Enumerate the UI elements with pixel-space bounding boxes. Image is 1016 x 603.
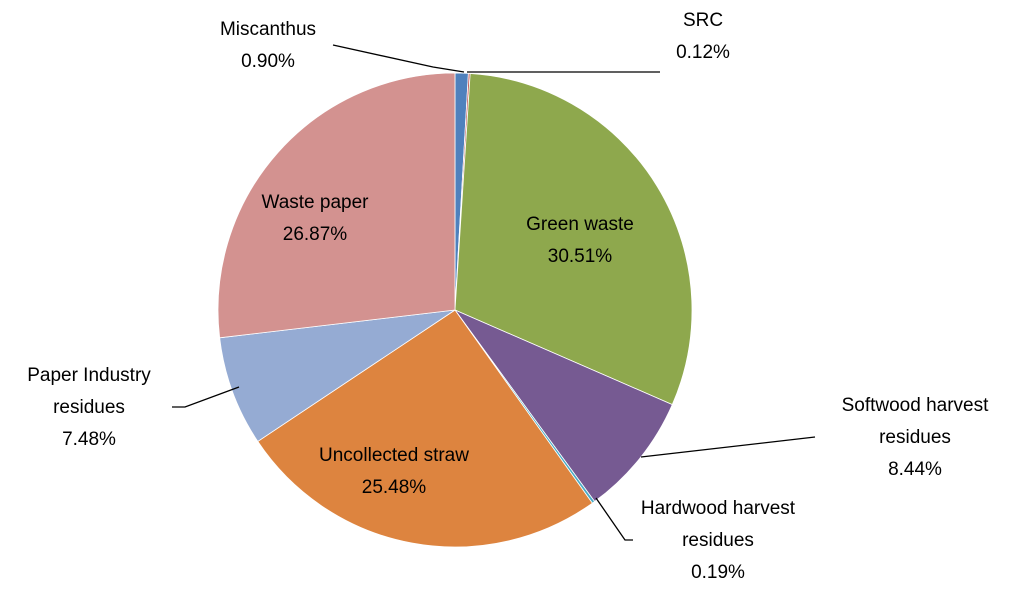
slice-name-label: Miscanthus: [220, 19, 316, 40]
slice-name-label: Green waste: [526, 214, 634, 235]
pie-slice-paper-industry-residues: [219, 309, 456, 442]
slice-name-label: Uncollected straw: [319, 445, 469, 466]
slice-value-label: 7.48%: [62, 429, 116, 450]
pie-slice-waste-paper: [217, 72, 456, 339]
slice-name-label: Paper Industry: [27, 365, 151, 386]
slice-name-label: residues: [53, 397, 125, 418]
leader-line-paper-industry-residues: [172, 386, 240, 408]
slice-value-label: 8.44%: [888, 459, 942, 480]
slice-value-label: 0.19%: [691, 562, 745, 583]
slice-value-label: 25.48%: [362, 477, 427, 498]
slice-name-label: Waste paper: [261, 192, 369, 213]
slice-labels: Miscanthus 0.90% SRC 0.12% Green waste 30.51%…: [27, 10, 989, 583]
leader-line-miscanthus: [332, 44, 465, 73]
leader-lines: [172, 44, 816, 541]
slice-name-label: Hardwood harvest: [641, 498, 796, 519]
slice-value-label: 26.87%: [283, 224, 348, 245]
slice-label-softwood-harvest-residues: Softwood harvest residues 8.44%: [842, 395, 990, 480]
slice-value-label: 0.12%: [676, 42, 730, 63]
slice-name-label: residues: [879, 427, 951, 448]
slice-label-uncollected-straw: Uncollected straw 25.48%: [319, 445, 469, 498]
slice-label-waste-paper: Waste paper 26.87%: [261, 192, 369, 245]
pie-slice-green-waste: [454, 73, 693, 406]
slice-name-label: residues: [682, 530, 754, 551]
leader-line-hardwood-harvest-residues: [595, 497, 633, 541]
pie-slice-softwood-harvest-residues: [453, 309, 673, 503]
slice-label-hardwood-harvest-residues: Hardwood harvest residues 0.19%: [641, 498, 796, 583]
pie-slice-uncollected-straw: [257, 309, 593, 548]
slice-value-label: 0.90%: [241, 51, 295, 72]
slice-label-miscanthus: Miscanthus 0.90%: [220, 19, 316, 72]
slice-label-green-waste: Green waste 30.51%: [526, 214, 634, 267]
slice-name-label: Softwood harvest: [842, 395, 990, 416]
leader-line-softwood-harvest-residues: [640, 436, 816, 458]
slice-label-paper-industry-residues: Paper Industry residues 7.48%: [27, 365, 151, 450]
slice-label-src: SRC 0.12%: [676, 10, 730, 63]
slice-value-label: 30.51%: [548, 246, 613, 267]
slice-name-label: SRC: [683, 10, 723, 31]
pie-slices: [217, 72, 693, 548]
